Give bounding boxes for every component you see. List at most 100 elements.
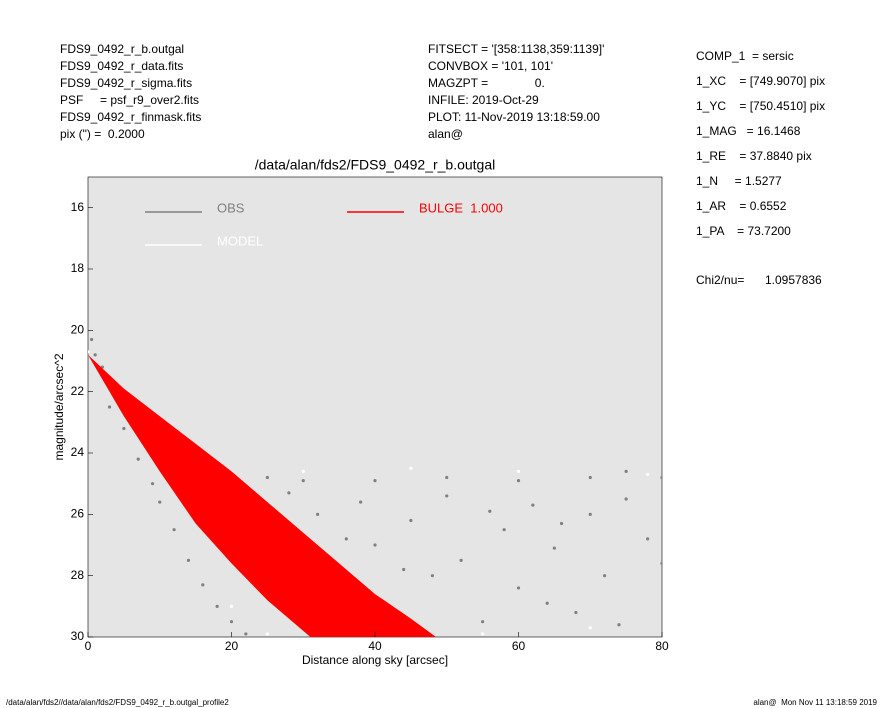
data-point	[150, 482, 155, 486]
data-point	[229, 620, 234, 624]
header-right-line: 1_YC = [750.4510] pix	[696, 99, 825, 113]
header-right-line: 1_XC = [749.9070] pix	[696, 74, 825, 88]
data-point	[265, 632, 269, 636]
data-point	[545, 601, 549, 605]
data-point	[588, 512, 592, 516]
data-point	[624, 497, 628, 501]
header-left-line: PSF = psf_r9_over2.fits	[60, 93, 199, 107]
data-point	[481, 632, 485, 636]
data-point	[516, 469, 521, 473]
data-point	[229, 604, 234, 608]
data-point	[93, 353, 97, 357]
data-point	[516, 586, 521, 590]
header-middle-line: PLOT: 11-Nov-2019 13:18:59.00	[428, 110, 600, 124]
data-point	[316, 512, 320, 516]
header-left-line: FDS9_0492_r_b.outgal	[60, 42, 184, 56]
data-point	[488, 509, 492, 513]
header-right-line: 1_RE = 37.8840 pix	[696, 149, 812, 163]
data-point	[588, 475, 592, 480]
plot-background	[87, 176, 663, 638]
data-point	[445, 494, 449, 498]
data-point	[244, 632, 248, 636]
y-tick-label: 22	[71, 384, 85, 398]
data-point	[502, 528, 506, 532]
data-point	[603, 574, 607, 578]
data-point	[660, 561, 662, 565]
data-point	[646, 472, 650, 477]
data-point	[574, 610, 578, 615]
data-point	[301, 469, 305, 473]
data-point	[409, 518, 413, 523]
y-tick-label: 30	[71, 629, 85, 643]
data-point	[516, 479, 521, 483]
x-tick-label: 40	[368, 639, 382, 653]
bulge-band	[88, 354, 436, 637]
chi2-value: 1.0957836	[765, 273, 822, 287]
data-point	[617, 623, 621, 627]
legend-label: BULGE 1.000	[419, 200, 503, 215]
y-tick-label: 20	[71, 323, 85, 337]
legend-label: MODEL	[217, 233, 263, 248]
x-axis-label: Distance along sky [arcsec]	[302, 653, 448, 667]
data-point	[215, 604, 219, 608]
data-point	[359, 500, 363, 504]
footer-left: /data/alan/fds2//data/alan/fds2/FDS9_049…	[6, 698, 229, 707]
data-point	[373, 479, 377, 483]
y-tick-label: 18	[71, 261, 85, 275]
y-axis-label: magnitude/arcsec^2	[52, 353, 66, 460]
x-tick-label: 80	[655, 639, 669, 653]
header-middle-line: INFILE: 2019-Oct-29	[428, 93, 539, 107]
data-point	[660, 475, 662, 480]
plot-layer	[88, 337, 662, 637]
data-point	[136, 457, 140, 461]
y-tick-label: 26	[71, 507, 85, 521]
y-tick-label: 28	[71, 568, 85, 582]
data-point	[624, 469, 628, 473]
y-tick-label: 16	[71, 200, 85, 214]
data-point	[409, 466, 413, 470]
chart-title: /data/alan/fds2/FDS9_0492_r_b.outgal	[255, 157, 496, 173]
header-right-line: 1_N = 1.5277	[696, 174, 782, 188]
x-tick-label: 0	[85, 639, 92, 653]
data-point	[89, 337, 94, 342]
data-point	[88, 350, 90, 354]
data-point	[122, 426, 126, 431]
header-right-line: 1_MAG = 16.1468	[696, 124, 801, 138]
data-point	[459, 558, 463, 562]
header-left-line: pix (") = 0.2000	[60, 127, 145, 141]
data-point	[265, 475, 269, 480]
data-point	[646, 537, 650, 541]
data-point	[158, 500, 162, 504]
data-point	[430, 574, 434, 578]
data-point	[402, 567, 406, 572]
header-right-line: 1_AR = 0.6552	[696, 199, 787, 213]
chi2-label: Chi2/nu=	[696, 273, 744, 287]
x-tick-label: 20	[225, 639, 239, 653]
data-point	[107, 405, 112, 409]
legend-label: OBS	[217, 200, 245, 215]
data-point	[373, 543, 377, 547]
header-middle-line: MAGZPT = 0.	[428, 76, 545, 90]
data-point	[287, 491, 291, 495]
header-middle-line: FITSECT = '[358:1138,359:1139]'	[428, 42, 604, 56]
data-point	[531, 503, 535, 507]
data-point	[172, 528, 176, 532]
header-middle-line: CONVBOX = '101, 101'	[428, 59, 553, 73]
y-tick-label: 24	[71, 445, 85, 459]
data-point	[301, 479, 305, 483]
header-left-line: FDS9_0492_r_sigma.fits	[60, 76, 192, 90]
data-point	[201, 583, 205, 587]
data-point	[481, 620, 485, 624]
header-right-line: COMP_1 = sersic	[696, 49, 794, 63]
data-point	[552, 546, 556, 550]
data-point	[186, 558, 191, 562]
x-tick-label: 60	[512, 639, 526, 653]
header-middle-line: alan@	[428, 127, 463, 141]
data-point	[559, 521, 564, 526]
data-point	[588, 626, 592, 630]
header-right-line: 1_PA = 73.7200	[696, 224, 791, 238]
header-left-line: FDS9_0492_r_finmask.fits	[60, 110, 201, 124]
header-left-line: FDS9_0492_r_data.fits	[60, 59, 183, 73]
footer-right: alan@ Mon Nov 11 13:18:59 2019	[753, 698, 877, 707]
